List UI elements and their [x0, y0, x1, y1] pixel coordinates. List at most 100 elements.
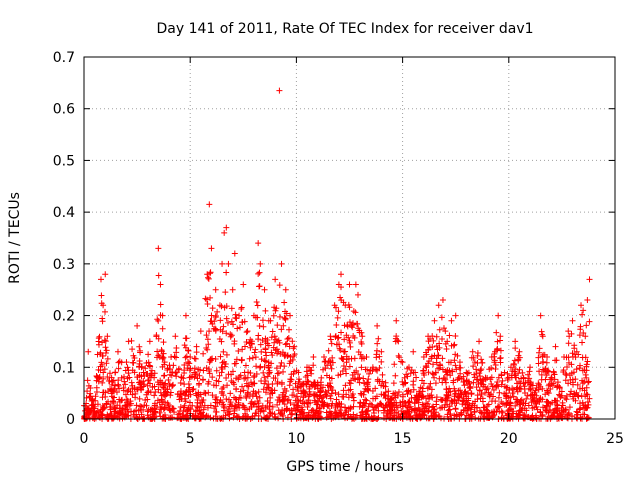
- noise-marker: [122, 367, 129, 374]
- data-point: [287, 312, 294, 319]
- noise-marker: [294, 403, 301, 410]
- noise-marker: [543, 387, 550, 394]
- noise-marker: [295, 397, 302, 404]
- y-tick-label: 0.1: [53, 360, 75, 376]
- noise-marker: [581, 378, 588, 385]
- noise-marker: [181, 381, 188, 388]
- noise-marker: [461, 382, 468, 389]
- x-tick-label: 0: [80, 431, 89, 447]
- noise-marker: [329, 400, 336, 407]
- noise-marker: [447, 411, 454, 418]
- noise-marker: [199, 376, 206, 383]
- noise-marker: [583, 374, 590, 381]
- noise-marker: [113, 389, 120, 396]
- noise-marker: [512, 365, 519, 372]
- noise-marker: [362, 408, 369, 415]
- noise-marker: [112, 408, 119, 415]
- noise-marker: [563, 393, 570, 400]
- noise-marker: [428, 353, 435, 360]
- noise-marker: [358, 364, 365, 371]
- noise-marker: [143, 360, 150, 367]
- noise-marker: [189, 373, 196, 380]
- noise-marker: [526, 375, 533, 382]
- noise-marker: [95, 341, 102, 348]
- noise-marker: [104, 355, 111, 362]
- data-point: [178, 374, 185, 381]
- noise-marker: [428, 392, 435, 399]
- noise-marker: [257, 363, 264, 370]
- noise-marker: [125, 386, 132, 393]
- noise-marker: [516, 385, 523, 392]
- noise-marker: [274, 401, 281, 408]
- noise-marker: [83, 394, 90, 401]
- noise-marker: [291, 352, 298, 359]
- noise-marker: [438, 314, 445, 321]
- noise-marker: [182, 354, 189, 361]
- noise-marker: [495, 394, 502, 401]
- noise-marker: [478, 366, 485, 373]
- data-point: [236, 312, 243, 319]
- data-point: [182, 312, 189, 319]
- noise-marker: [533, 392, 540, 399]
- noise-marker: [269, 352, 276, 359]
- noise-marker: [231, 410, 238, 417]
- noise-marker: [187, 406, 194, 413]
- noise-marker: [143, 391, 150, 398]
- noise-marker: [265, 370, 272, 377]
- noise-marker: [272, 336, 279, 343]
- noise-marker: [195, 366, 202, 373]
- noise-marker: [372, 366, 379, 373]
- noise-marker: [191, 365, 198, 372]
- noise-marker: [150, 412, 157, 419]
- noise-marker: [252, 354, 259, 361]
- noise-marker: [241, 404, 248, 411]
- noise-marker: [463, 378, 470, 385]
- noise-marker: [468, 411, 475, 418]
- noise-marker: [182, 344, 189, 351]
- noise-marker: [376, 364, 383, 371]
- noise-marker: [194, 407, 201, 414]
- noise-marker: [464, 405, 471, 412]
- noise-marker: [357, 412, 364, 419]
- noise-marker: [375, 407, 382, 414]
- data-point: [91, 405, 98, 412]
- noise-marker: [508, 374, 515, 381]
- noise-marker: [205, 274, 212, 281]
- noise-marker: [456, 364, 463, 371]
- noise-marker: [392, 390, 399, 397]
- noise-marker: [399, 391, 406, 398]
- noise-marker: [365, 403, 372, 410]
- noise-marker: [260, 323, 267, 330]
- noise-marker: [275, 370, 282, 377]
- noise-marker: [149, 406, 156, 413]
- noise-marker: [212, 399, 219, 406]
- noise-marker: [186, 399, 193, 406]
- noise-marker: [200, 350, 207, 357]
- noise-marker: [178, 390, 185, 397]
- noise-marker: [122, 381, 129, 388]
- noise-marker: [266, 369, 273, 376]
- noise-marker: [507, 405, 514, 412]
- data-point: [539, 333, 546, 340]
- noise-marker: [423, 364, 430, 371]
- grid-lines: [84, 57, 615, 419]
- noise-marker: [255, 412, 262, 419]
- noise-marker: [584, 399, 591, 406]
- noise-marker: [235, 401, 242, 408]
- noise-marker: [440, 375, 447, 382]
- noise-marker: [266, 403, 273, 410]
- noise-marker: [470, 379, 477, 386]
- noise-marker: [220, 348, 227, 355]
- noise-marker: [491, 348, 498, 355]
- noise-marker: [96, 333, 103, 340]
- noise-marker: [407, 370, 414, 377]
- noise-marker: [568, 330, 575, 337]
- noise-marker: [573, 389, 580, 396]
- noise-marker: [395, 352, 402, 359]
- noise-marker: [419, 393, 426, 400]
- noise-marker: [350, 403, 357, 410]
- noise-marker: [120, 385, 127, 392]
- noise-marker: [231, 360, 238, 367]
- noise-marker: [166, 415, 173, 422]
- noise-marker: [467, 383, 474, 390]
